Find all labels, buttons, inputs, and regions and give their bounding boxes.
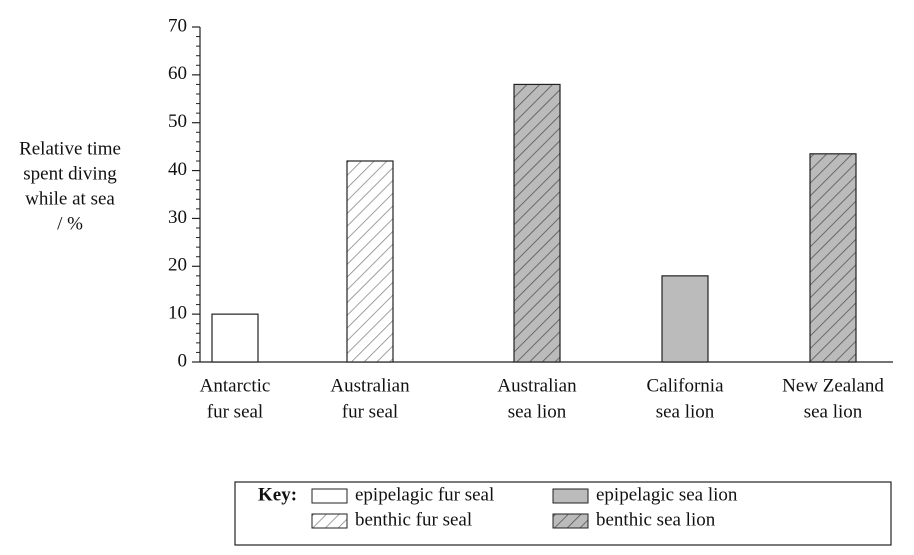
y-tick-label: 10: [168, 303, 187, 324]
y-axis-label: while at sea: [25, 188, 115, 209]
y-tick-label: 0: [178, 350, 188, 371]
y-tick-label: 50: [168, 111, 187, 132]
y-axis-label: Relative time: [19, 138, 121, 159]
legend-label: benthic fur seal: [355, 509, 472, 530]
x-tick-label: Antarctic: [200, 375, 271, 396]
bar: [211, 313, 259, 363]
x-tick-label: sea lion: [508, 401, 567, 422]
bar: [513, 83, 561, 363]
legend-swatch: [552, 488, 589, 504]
legend-swatch: [311, 488, 348, 504]
y-tick-label: 40: [168, 159, 187, 180]
legend-label: epipelagic fur seal: [355, 484, 494, 505]
x-tick-label: sea lion: [656, 401, 715, 422]
y-tick-label: 20: [168, 255, 187, 276]
legend-box: [234, 481, 892, 546]
x-tick-label: Australian: [497, 375, 577, 396]
legend-label: benthic sea lion: [596, 509, 716, 530]
legend-label: epipelagic sea lion: [596, 484, 738, 505]
y-tick-label: 30: [168, 207, 187, 228]
x-tick-label: fur seal: [342, 401, 398, 422]
bar: [346, 160, 394, 363]
x-tick-label: New Zealand: [782, 375, 884, 396]
legend-swatch: [552, 513, 589, 529]
legend-title: Key:: [258, 484, 297, 505]
bar: [809, 153, 857, 363]
x-tick-label: sea lion: [804, 401, 863, 422]
x-tick-label: California: [646, 375, 724, 396]
y-axis-label: spent diving: [23, 163, 117, 184]
bar: [661, 275, 709, 363]
legend-swatch: [311, 513, 348, 529]
x-tick-label: Australian: [330, 375, 410, 396]
x-tick-label: fur seal: [207, 401, 263, 422]
y-tick-label: 70: [168, 15, 187, 36]
y-axis-label: / %: [57, 213, 83, 234]
y-tick-label: 60: [168, 63, 187, 84]
